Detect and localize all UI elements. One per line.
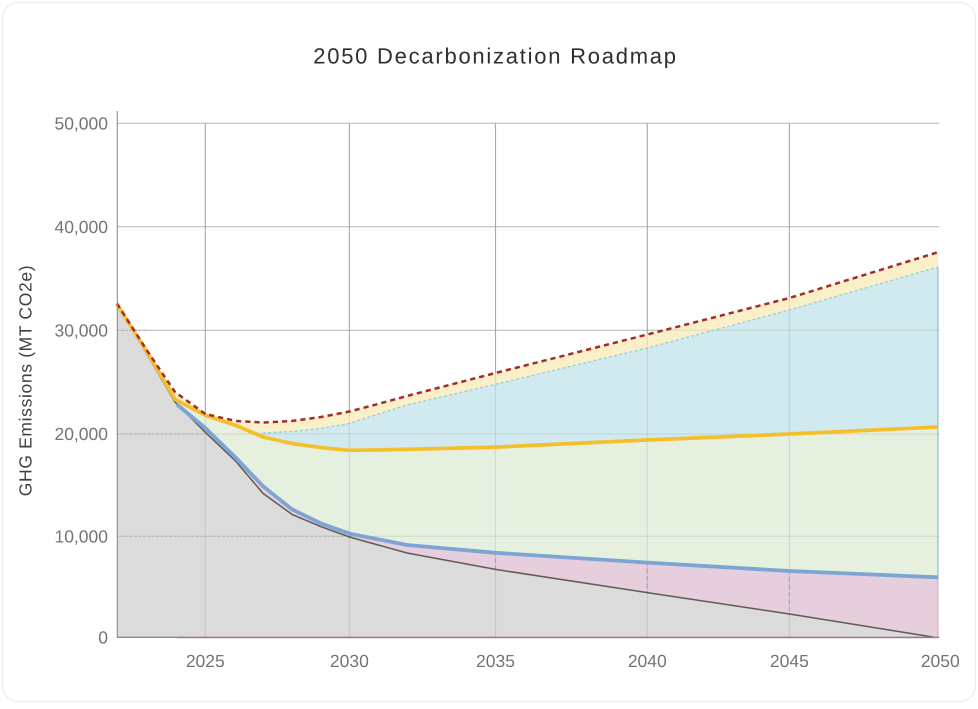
svg-text:2035: 2035 bbox=[476, 651, 515, 671]
svg-text:2050: 2050 bbox=[921, 651, 960, 671]
svg-text:GHG Emissions (MT CO2e): GHG Emissions (MT CO2e) bbox=[16, 265, 36, 496]
svg-text:40,000: 40,000 bbox=[54, 217, 108, 237]
svg-text:10,000: 10,000 bbox=[54, 526, 108, 546]
svg-text:2045: 2045 bbox=[770, 651, 809, 671]
svg-text:2030: 2030 bbox=[330, 651, 369, 671]
svg-text:30,000: 30,000 bbox=[54, 320, 108, 340]
svg-text:2050 Decarbonization Roadmap: 2050 Decarbonization Roadmap bbox=[313, 44, 678, 69]
svg-text:2025: 2025 bbox=[186, 651, 225, 671]
svg-text:20,000: 20,000 bbox=[54, 424, 108, 444]
svg-text:50,000: 50,000 bbox=[54, 113, 108, 133]
svg-text:0: 0 bbox=[98, 627, 108, 647]
svg-text:2040: 2040 bbox=[628, 651, 667, 671]
